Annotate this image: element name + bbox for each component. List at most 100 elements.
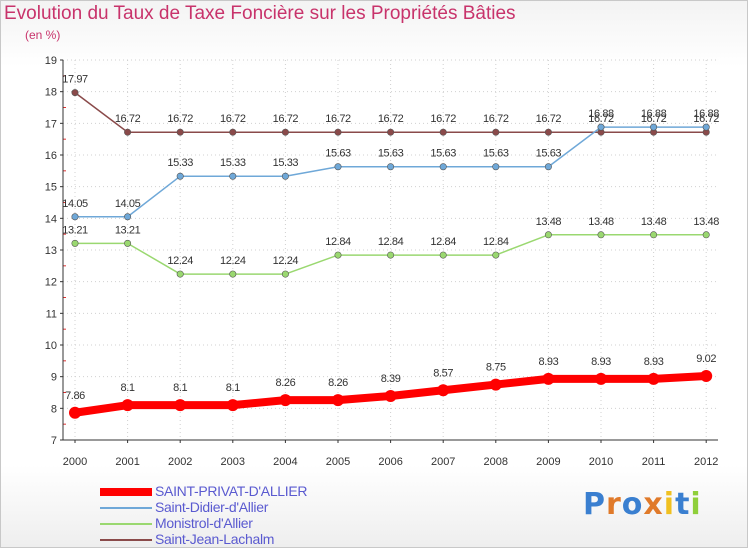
data-label: 8.93 (644, 356, 664, 368)
data-label: 16.72 (220, 113, 246, 125)
legend-swatch (100, 523, 152, 525)
data-point (69, 406, 81, 419)
data-label: 15.33 (220, 157, 246, 169)
data-point (71, 239, 79, 247)
data-label: 13.21 (115, 224, 141, 236)
data-point (489, 378, 502, 391)
data-label: 13.21 (62, 224, 88, 236)
series-lines (69, 89, 713, 419)
data-label: 16.72 (167, 113, 193, 125)
x-tick-label: 2005 (326, 456, 350, 468)
data-point (281, 270, 289, 278)
data-point (650, 123, 658, 131)
data-label: 16.72 (273, 113, 299, 125)
legend-swatch (100, 507, 152, 509)
data-label: 8.1 (121, 382, 135, 394)
data-label: 8.93 (538, 356, 558, 368)
y-tick-label: 19 (45, 55, 57, 67)
data-label: 16.72 (483, 113, 509, 125)
data-point (332, 394, 344, 407)
data-point (700, 370, 713, 383)
data-label: 15.63 (536, 148, 562, 160)
data-label: 15.33 (273, 157, 299, 169)
legend-swatch (100, 488, 152, 496)
logo-letter: o (621, 487, 644, 522)
data-label: 15.33 (167, 157, 193, 169)
data-point (387, 128, 395, 136)
x-tick-label: 2011 (642, 456, 666, 468)
logo-letter: x (643, 487, 664, 522)
data-label: 9.02 (696, 353, 716, 365)
data-point (176, 128, 184, 136)
data-point (124, 128, 132, 136)
y-tick-label: 17 (45, 118, 57, 130)
data-point (334, 128, 342, 136)
data-label: 16.72 (641, 113, 667, 125)
logo-letter: r (606, 487, 622, 522)
y-tick-label: 13 (45, 245, 57, 257)
data-point (492, 128, 500, 136)
data-label: 17.97 (62, 74, 88, 86)
data-point (71, 213, 79, 221)
data-point (229, 270, 237, 278)
legend-swatch (100, 539, 152, 541)
y-tick-label: 8 (51, 403, 57, 415)
data-point (334, 251, 342, 259)
data-point (439, 128, 447, 136)
data-label: 8.26 (328, 377, 348, 389)
data-point (229, 172, 237, 180)
data-label: 12.84 (483, 236, 509, 248)
data-label: 16.72 (430, 113, 456, 125)
x-tick-label: 2012 (694, 456, 718, 468)
data-label: 13.48 (536, 216, 562, 228)
legend: SAINT-PRIVAT-D'ALLIER Saint-Didier-d'Alli… (100, 483, 430, 548)
data-point (281, 172, 289, 180)
axes (60, 59, 718, 443)
data-label: 14.05 (62, 198, 88, 210)
logo-letter: i (690, 487, 702, 522)
data-point (702, 123, 710, 131)
x-tick-label: 2010 (589, 456, 613, 468)
x-tick-label: 2006 (378, 456, 402, 468)
data-point (702, 231, 710, 239)
logo-letter: P (583, 487, 606, 522)
data-label: 16.72 (693, 113, 719, 125)
data-point (544, 231, 552, 239)
y-tick-label: 10 (45, 340, 57, 352)
data-point (650, 231, 658, 239)
data-label: 16.72 (536, 113, 562, 125)
x-tick-label: 2007 (431, 456, 455, 468)
data-label: 16.72 (325, 113, 351, 125)
legend-item: Saint-Didier-d'Allier (100, 499, 430, 516)
y-tick-label: 18 (45, 87, 57, 99)
y-tick-label: 9 (51, 372, 57, 384)
data-label: 16.72 (378, 113, 404, 125)
data-label: 12.84 (378, 236, 404, 248)
proxiti-logo: Proxiti (583, 487, 702, 522)
legend-item: SAINT-PRIVAT-D'ALLIER (100, 483, 430, 500)
data-point (71, 89, 79, 97)
data-label: 8.39 (381, 373, 401, 385)
x-tick-label: 2000 (63, 456, 87, 468)
data-label: 16.88 (693, 108, 719, 120)
y-tick-label: 16 (45, 150, 57, 162)
data-point (492, 251, 500, 259)
data-point (384, 389, 397, 402)
data-point (174, 399, 187, 412)
legend-label: Monistrol-d'Allier (155, 515, 253, 531)
data-label: 13.48 (641, 216, 667, 228)
x-tick-label: 2004 (273, 456, 297, 468)
data-point (176, 172, 184, 180)
data-label: 16.72 (115, 113, 141, 125)
data-labels: 7.86 8.1 8.1 8.1 8.26 8.26 8.39 8.57 8.75 8.93 8.9… (62, 74, 719, 402)
x-tick-label: 2008 (484, 456, 508, 468)
data-point (439, 251, 447, 259)
data-label: 12.24 (273, 255, 299, 267)
data-label: 8.26 (275, 377, 295, 389)
data-point (121, 399, 134, 412)
data-label: 8.1 (226, 382, 240, 394)
legend-label: SAINT-PRIVAT-D'ALLIER (155, 483, 308, 499)
data-point (387, 163, 395, 171)
data-label: 16.88 (641, 108, 667, 120)
